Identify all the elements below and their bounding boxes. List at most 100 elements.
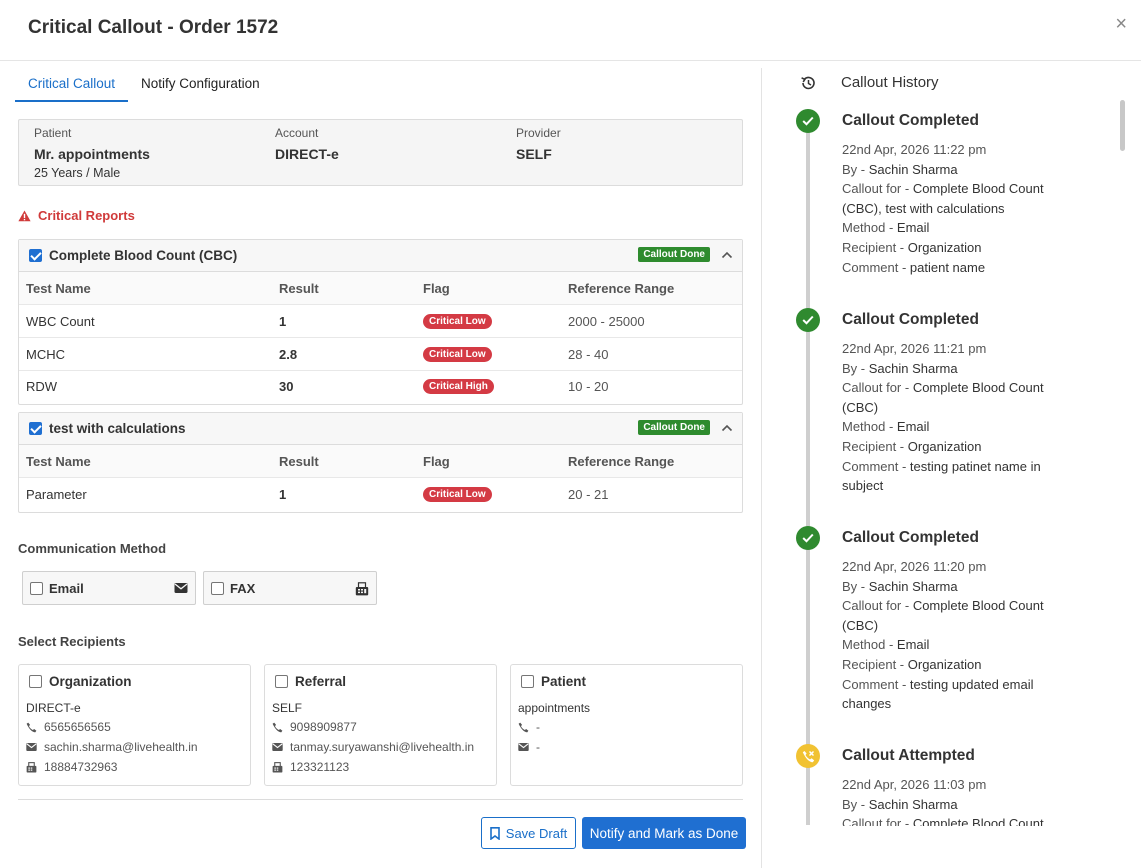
patient-info-panel: Patient Mr. appointments 25 Years / Male… bbox=[18, 119, 743, 186]
chevron-up-icon[interactable] bbox=[720, 248, 734, 262]
communication-method-label: Communication Method bbox=[18, 541, 167, 556]
report-checkbox[interactable] bbox=[29, 422, 42, 435]
history-details: 22nd Apr, 2026 11:22 pm By - Sachin Shar… bbox=[842, 140, 1067, 277]
method-fax[interactable]: FAX bbox=[203, 571, 377, 605]
recipient-checkbox[interactable] bbox=[275, 675, 288, 688]
recipient-label: Referral bbox=[295, 674, 347, 689]
recipient-phone: 9098909877 bbox=[290, 720, 357, 734]
notify-mark-done-button[interactable]: Notify and Mark as Done bbox=[582, 817, 746, 849]
recipient-checkbox[interactable] bbox=[29, 675, 42, 688]
warning-icon bbox=[18, 210, 31, 221]
flag-badge: Critical Low bbox=[423, 314, 492, 329]
tab-critical-callout[interactable]: Critical Callout bbox=[15, 68, 129, 102]
tab-notify-configuration[interactable]: Notify Configuration bbox=[141, 76, 260, 91]
chevron-up-icon[interactable] bbox=[720, 421, 734, 435]
patient-name: Mr. appointments bbox=[34, 146, 150, 162]
history-time: 22nd Apr, 2026 11:03 pm bbox=[842, 777, 987, 792]
flag-badge: Critical High bbox=[423, 379, 494, 394]
by-key: By - bbox=[842, 161, 869, 177]
test-result: 30 bbox=[279, 379, 294, 394]
report-header[interactable]: Complete Blood Count (CBC) Callout Done bbox=[19, 240, 742, 272]
reference-range: 20 - 21 bbox=[568, 487, 609, 502]
callout-history-title: Callout History bbox=[841, 74, 939, 91]
recipient-phone-line: 9098909877 bbox=[272, 720, 357, 734]
provider-column: Provider SELF bbox=[516, 126, 561, 162]
tab-bar: Critical Callout Notify Configuration bbox=[15, 68, 273, 102]
history-scrollbar[interactable] bbox=[1120, 100, 1125, 151]
fax-icon bbox=[355, 582, 369, 596]
by-key: By - bbox=[842, 578, 869, 594]
provider-value: SELF bbox=[516, 146, 552, 162]
recipient-phone: - bbox=[536, 720, 540, 734]
callout-for-value: Complete Blood Count (CBC) bbox=[842, 380, 1044, 415]
col-result: Result bbox=[279, 281, 319, 296]
envelope-icon bbox=[174, 583, 188, 593]
report-header[interactable]: test with calculations Callout Done bbox=[19, 413, 742, 445]
fax-checkbox[interactable] bbox=[211, 582, 224, 595]
phone-icon bbox=[518, 722, 529, 732]
comment-value: testing patinet name in subject bbox=[842, 458, 1041, 494]
recipient-sub: DIRECT-e bbox=[26, 701, 81, 715]
history-entry: Callout Completed 22nd Apr, 2026 11:20 p… bbox=[796, 526, 1096, 736]
reference-range: 28 - 40 bbox=[568, 347, 609, 362]
recipient-fax: 18884732963 bbox=[44, 760, 118, 774]
save-draft-button[interactable]: Save Draft bbox=[481, 817, 576, 849]
recipient-email-line: tanmay.suryawanshi@livehealth.in bbox=[272, 740, 474, 754]
phone-icon bbox=[26, 722, 37, 732]
bookmark-icon bbox=[489, 826, 500, 840]
col-flag: Flag bbox=[423, 454, 450, 469]
fax-icon bbox=[272, 761, 283, 773]
by-value: Sachin Sharma bbox=[868, 578, 958, 594]
table-header-row: Test Name Result Flag Reference Range bbox=[19, 445, 742, 478]
history-status: Callout Completed bbox=[842, 311, 979, 328]
provider-label: Provider bbox=[516, 126, 561, 140]
method-label: FAX bbox=[230, 581, 256, 596]
check-circle-icon bbox=[796, 526, 820, 550]
history-details: 22nd Apr, 2026 11:03 pm By - Sachin Shar… bbox=[842, 775, 1067, 826]
comment-key: Comment - bbox=[842, 676, 910, 692]
recipient-checkbox[interactable] bbox=[521, 675, 534, 688]
method-email[interactable]: Email bbox=[22, 571, 196, 605]
report-checkbox[interactable] bbox=[29, 249, 42, 262]
method-label: Email bbox=[49, 581, 84, 596]
close-button[interactable]: × bbox=[1115, 13, 1127, 35]
comment-key: Comment - bbox=[842, 259, 910, 275]
history-time: 22nd Apr, 2026 11:20 pm bbox=[842, 559, 987, 574]
col-reference-range: Reference Range bbox=[568, 281, 675, 296]
method-key: Method - bbox=[842, 419, 897, 435]
test-result: 1 bbox=[279, 314, 287, 329]
method-key: Method - bbox=[842, 637, 897, 653]
email-checkbox[interactable] bbox=[30, 582, 43, 595]
table-row: Parameter 1 Critical Low 20 - 21 bbox=[19, 478, 742, 511]
recipient-email: - bbox=[536, 740, 540, 754]
test-result: 2.8 bbox=[279, 347, 298, 362]
by-key: By - bbox=[842, 796, 869, 812]
recipient-card-organization[interactable]: Organization DIRECT-e 6565656565 sachin.… bbox=[18, 664, 251, 786]
recipient-sub: appointments bbox=[518, 701, 591, 715]
by-value: Sachin Sharma bbox=[868, 796, 958, 812]
callout-for-key: Callout for - bbox=[842, 380, 913, 396]
history-details: 22nd Apr, 2026 11:21 pm By - Sachin Shar… bbox=[842, 339, 1067, 496]
callout-history-list: Callout Completed 22nd Apr, 2026 11:22 p… bbox=[762, 100, 1141, 826]
history-details: 22nd Apr, 2026 11:20 pm By - Sachin Shar… bbox=[842, 557, 1067, 714]
comment-value: patient name bbox=[909, 259, 986, 275]
callout-for-key: Callout for - bbox=[842, 598, 913, 614]
history-status: Callout Attempted bbox=[842, 747, 975, 764]
col-test-name: Test Name bbox=[26, 454, 91, 469]
recipient-card-patient[interactable]: Patient appointments - - bbox=[510, 664, 743, 786]
callout-history-header: Callout History bbox=[800, 74, 939, 91]
history-time: 22nd Apr, 2026 11:22 pm bbox=[842, 142, 987, 157]
recipient-card-referral[interactable]: Referral SELF 9098909877 tanmay.suryawan… bbox=[264, 664, 497, 786]
reference-range: 10 - 20 bbox=[568, 379, 609, 394]
history-entry: Callout Completed 22nd Apr, 2026 11:21 p… bbox=[796, 308, 1096, 518]
fax-icon bbox=[26, 761, 37, 773]
recipient-value: Organization bbox=[907, 438, 982, 454]
table-row: MCHC 2.8 Critical Low 28 - 40 bbox=[19, 338, 742, 371]
history-time: 22nd Apr, 2026 11:21 pm bbox=[842, 341, 987, 356]
section-divider bbox=[18, 799, 743, 803]
report-panel-calculations: test with calculations Callout Done Test… bbox=[18, 412, 743, 513]
callout-for-value: Complete Blood Count bbox=[912, 816, 1044, 826]
critical-reports-label: Critical Reports bbox=[38, 208, 135, 223]
envelope-icon bbox=[518, 743, 529, 751]
table-row: WBC Count 1 Critical Low 2000 - 25000 bbox=[19, 305, 742, 338]
